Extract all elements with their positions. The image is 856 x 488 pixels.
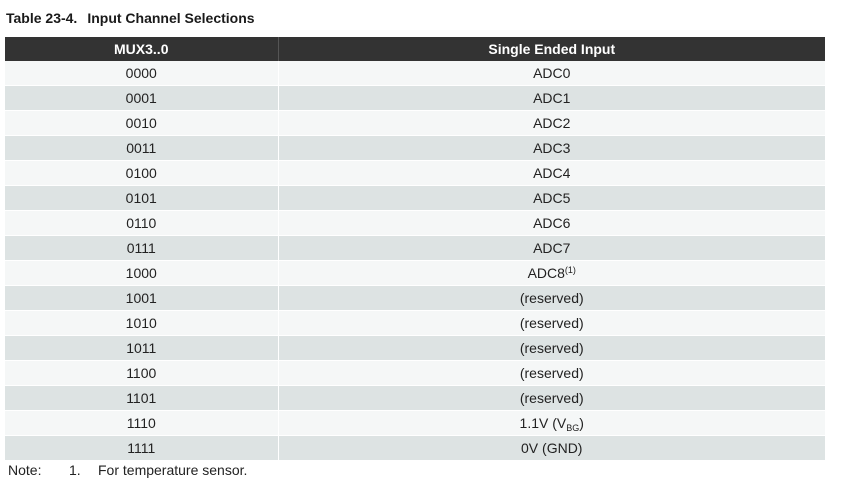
- input-subscript: BG: [566, 423, 580, 433]
- table-row: 1111 0V (GND): [5, 435, 825, 461]
- mux-value-cell: 1000: [5, 260, 279, 286]
- input-value-cell: (reserved): [278, 285, 825, 311]
- table-title: Input Channel Selections: [87, 10, 255, 26]
- mux-value-cell: 1111: [5, 435, 279, 461]
- note-number: 1.: [69, 462, 81, 478]
- mux-value-cell: 1010: [5, 310, 279, 336]
- input-value-cell: ADC2: [278, 110, 825, 136]
- input-value: (reserved): [519, 365, 584, 381]
- mux-value-cell: 0001: [5, 85, 279, 111]
- mux-value-cell: 0100: [5, 160, 279, 186]
- input-value-cell: (reserved): [278, 385, 825, 411]
- table-body: 0000 ADC0 0001 ADC1 0010 ADC2 0011 ADC3 0100 ADC4…: [5, 61, 825, 461]
- mux-value-cell: 0000: [5, 61, 279, 86]
- input-value: ADC4: [533, 165, 571, 181]
- input-value: ADC2: [533, 115, 571, 131]
- input-value: ADC5: [533, 190, 571, 206]
- input-value: ADC1: [533, 90, 571, 106]
- mux-value-cell: 0111: [5, 235, 279, 261]
- input-value: 1.1V (V: [519, 415, 567, 431]
- input-value: ADC8: [527, 265, 565, 281]
- footnote-reference: (1): [564, 265, 576, 275]
- table-row: 0111 ADC7: [5, 235, 825, 261]
- input-channel-table: MUX3..0 Single Ended Input 0000 ADC0 0001 A…: [5, 37, 825, 461]
- mux-value-cell: 1011: [5, 335, 279, 361]
- table-row: 1101 (reserved): [5, 385, 825, 411]
- table-row: 1011 (reserved): [5, 335, 825, 361]
- mux-value-cell: 0010: [5, 110, 279, 136]
- table-row: 0001 ADC1: [5, 85, 825, 111]
- input-value-cell: ADC4: [278, 160, 825, 186]
- column-header-mux: MUX3..0: [5, 37, 279, 61]
- note-label: Note:: [8, 462, 42, 478]
- mux-value-cell: 0011: [5, 135, 279, 161]
- mux-value-cell: 0110: [5, 210, 279, 236]
- input-value: (reserved): [519, 315, 584, 331]
- table-header-row: MUX3..0 Single Ended Input: [5, 37, 825, 61]
- input-value-cell: (reserved): [278, 360, 825, 386]
- input-value-cell: 0V (GND): [278, 435, 825, 461]
- mux-value-cell: 1100: [5, 360, 279, 386]
- input-value: ADC6: [533, 215, 571, 231]
- input-value-cell: ADC5: [278, 185, 825, 211]
- table-row: 0110 ADC6: [5, 210, 825, 236]
- table-row: 0101 ADC5: [5, 185, 825, 211]
- table-row: 1100 (reserved): [5, 360, 825, 386]
- input-value: (reserved): [519, 340, 584, 356]
- table-row: 1001 (reserved): [5, 285, 825, 311]
- table-row: 0010 ADC2: [5, 110, 825, 136]
- input-value-cell: ADC8(1): [278, 260, 825, 286]
- input-value-cell: (reserved): [278, 310, 825, 336]
- mux-value-cell: 0101: [5, 185, 279, 211]
- input-value-cell: 1.1V (VBG): [278, 410, 825, 436]
- column-header-input: Single Ended Input: [278, 37, 825, 61]
- mux-value-cell: 1001: [5, 285, 279, 311]
- table-row: 1110 1.1V (VBG): [5, 410, 825, 436]
- input-value-cell: ADC3: [278, 135, 825, 161]
- table-note: Note: 1. For temperature sensor.: [8, 462, 247, 478]
- input-value-cell: ADC1: [278, 85, 825, 111]
- table-row: 0011 ADC3: [5, 135, 825, 161]
- mux-value-cell: 1101: [5, 385, 279, 411]
- input-value: ADC3: [533, 140, 571, 156]
- input-value-cell: (reserved): [278, 335, 825, 361]
- table-row: 1000 ADC8(1): [5, 260, 825, 286]
- input-value-cell: ADC7: [278, 235, 825, 261]
- table-caption: Table 23-4. Input Channel Selections: [6, 10, 255, 26]
- table-row: 0000 ADC0: [5, 61, 825, 86]
- input-value: ADC0: [533, 65, 571, 81]
- mux-value-cell: 1110: [5, 410, 279, 436]
- table-row: 0100 ADC4: [5, 160, 825, 186]
- note-text: For temperature sensor.: [98, 462, 248, 478]
- input-suffix: ): [579, 415, 584, 431]
- input-value: ADC7: [533, 240, 571, 256]
- input-value: (reserved): [519, 290, 584, 306]
- input-value: 0V (GND): [521, 440, 583, 456]
- table-number: Table 23-4.: [6, 10, 78, 26]
- input-value-cell: ADC0: [278, 61, 825, 86]
- input-value: (reserved): [519, 390, 584, 406]
- input-value-cell: ADC6: [278, 210, 825, 236]
- table-row: 1010 (reserved): [5, 310, 825, 336]
